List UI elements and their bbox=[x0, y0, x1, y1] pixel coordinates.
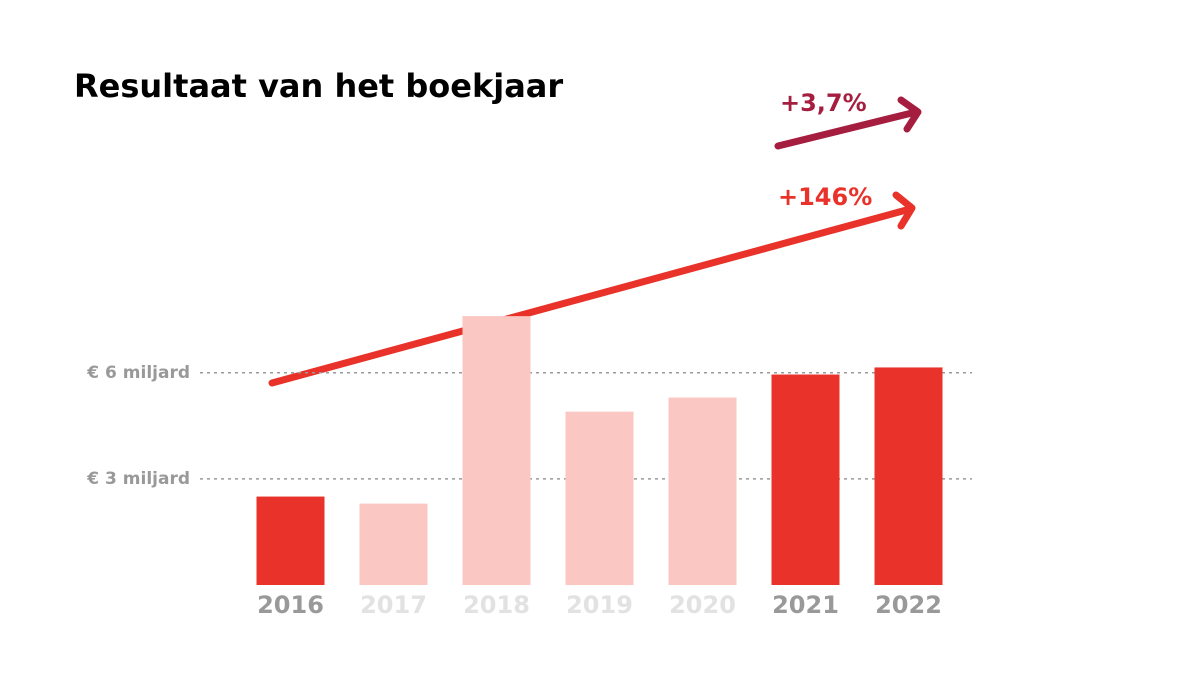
growth-arrow bbox=[774, 108, 920, 150]
bar bbox=[462, 316, 531, 585]
bar bbox=[565, 411, 634, 585]
bar bbox=[874, 367, 943, 585]
bar bbox=[771, 374, 840, 585]
x-tick-label: 2016 bbox=[257, 591, 324, 619]
x-tick-label: 2018 bbox=[463, 591, 530, 619]
x-tick-label: 2019 bbox=[566, 591, 633, 619]
annotation: +146% bbox=[778, 183, 872, 211]
annotation: +3,7% bbox=[780, 89, 867, 117]
growth-arrow bbox=[268, 205, 914, 387]
x-tick-label: 2021 bbox=[772, 591, 839, 619]
bar bbox=[668, 397, 737, 585]
x-tick-label: 2020 bbox=[669, 591, 736, 619]
annotation-arrows bbox=[268, 96, 922, 387]
bar bbox=[359, 503, 428, 585]
y-tick-label: € 6 miljard bbox=[86, 363, 190, 383]
x-tick-label: 2017 bbox=[360, 591, 427, 619]
growth-arrowhead bbox=[897, 96, 922, 133]
growth-arrowhead bbox=[892, 191, 916, 230]
bar bbox=[256, 496, 325, 585]
x-tick-label: 2022 bbox=[875, 591, 942, 619]
chart-title: Resultaat van het boekjaar bbox=[74, 67, 563, 105]
y-tick-label: € 3 miljard bbox=[86, 469, 190, 489]
